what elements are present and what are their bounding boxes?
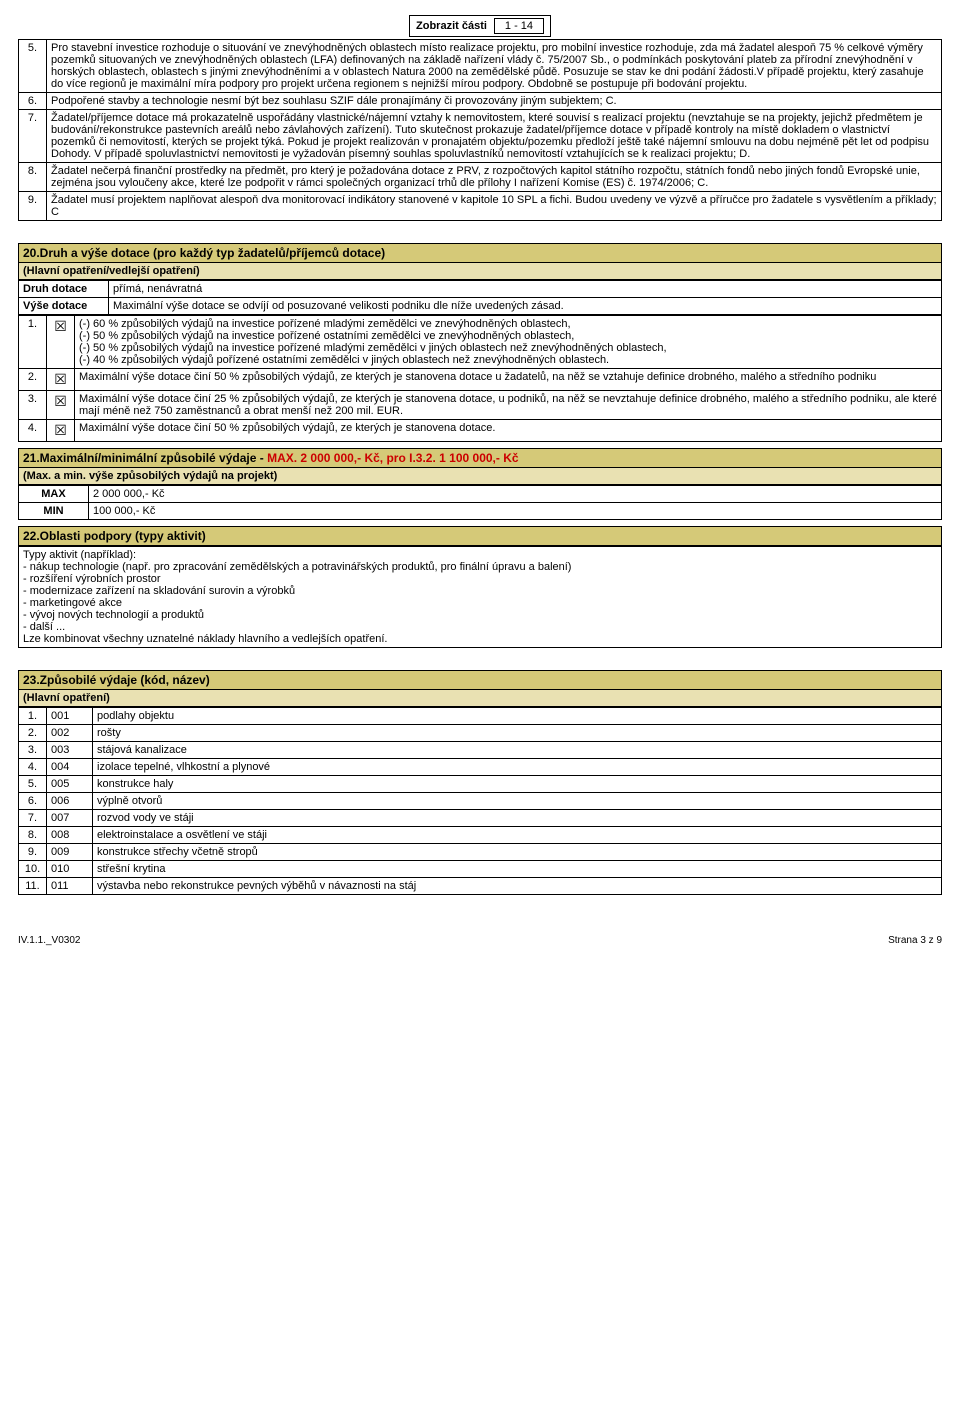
s23-text: rošty bbox=[93, 725, 942, 742]
s20-item-num: 2. bbox=[19, 369, 47, 391]
s20-item-num: 3. bbox=[19, 391, 47, 420]
section-22-body-table: Typy aktivit (například): - nákup techno… bbox=[18, 546, 942, 648]
s20-label: Druh dotace bbox=[19, 281, 109, 298]
footer-right: Strana 3 z 9 bbox=[888, 935, 942, 946]
section-20-top: Druh dotacepřímá, nenávratnáVýše dotaceM… bbox=[18, 280, 942, 315]
s23-text: výstavba nebo rekonstrukce pevných výběh… bbox=[93, 878, 942, 895]
s23-num: 7. bbox=[19, 810, 47, 827]
criteria-text: Žadatel musí projektem naplňovat alespoň… bbox=[47, 192, 942, 221]
section-23-subtitle: (Hlavní opatření) bbox=[18, 690, 942, 707]
s23-text: střešní krytina bbox=[93, 861, 942, 878]
show-parts-label: Zobrazit části bbox=[416, 20, 487, 32]
criteria-table: 5.Pro stavební investice rozhoduje o sit… bbox=[18, 39, 942, 221]
section-23-table: 1.001podlahy objektu 2.002rošty 3.003stájo… bbox=[18, 707, 942, 895]
section-21-table: MAX 2 000 000,- Kč MIN 100 000,- Kč bbox=[18, 485, 942, 520]
s23-code: 002 bbox=[47, 725, 93, 742]
page-footer: IV.1.1._V0302 Strana 3 z 9 bbox=[18, 935, 942, 946]
s23-num: 11. bbox=[19, 878, 47, 895]
s23-code: 004 bbox=[47, 759, 93, 776]
s20-item-text: Maximální výše dotace činí 25 % způsobil… bbox=[75, 391, 942, 420]
s23-code: 007 bbox=[47, 810, 93, 827]
s23-code: 001 bbox=[47, 708, 93, 725]
show-parts-value[interactable]: 1 - 14 bbox=[494, 18, 544, 34]
max-value: 2 000 000,- Kč bbox=[89, 486, 942, 503]
s20-item-checkbox[interactable]: ☒ bbox=[47, 316, 75, 369]
s23-num: 2. bbox=[19, 725, 47, 742]
s23-num: 4. bbox=[19, 759, 47, 776]
section-20-title: 20.Druh a výše dotace (pro každý typ žad… bbox=[18, 243, 942, 263]
s23-num: 9. bbox=[19, 844, 47, 861]
s23-text: izolace tepelné, vlhkostní a plynové bbox=[93, 759, 942, 776]
section-21-title-red: MAX. 2 000 000,- Kč, pro I.3.2. 1 100 00… bbox=[267, 451, 518, 465]
section-20-items: 1.☒(-) 60 % způsobilých výdajů na invest… bbox=[18, 315, 942, 442]
criteria-num: 7. bbox=[19, 110, 47, 163]
s23-text: elektroinstalace a osvětlení ve stáji bbox=[93, 827, 942, 844]
s23-num: 5. bbox=[19, 776, 47, 793]
criteria-num: 5. bbox=[19, 40, 47, 93]
section-22-body: Typy aktivit (například): - nákup techno… bbox=[19, 547, 942, 648]
section-21-title-pre: 21.Maximální/minimální způsobilé výdaje … bbox=[23, 451, 267, 465]
s23-text: stájová kanalizace bbox=[93, 742, 942, 759]
criteria-text: Žadatel/příjemce dotace má prokazatelně … bbox=[47, 110, 942, 163]
show-parts-box: Zobrazit části 1 - 14 bbox=[409, 15, 551, 37]
s23-code: 009 bbox=[47, 844, 93, 861]
section-22-title: 22.Oblasti podpory (typy aktivit) bbox=[18, 526, 942, 546]
s23-num: 10. bbox=[19, 861, 47, 878]
s20-item-text: (-) 60 % způsobilých výdajů na investice… bbox=[75, 316, 942, 369]
min-value: 100 000,- Kč bbox=[89, 503, 942, 520]
s23-code: 010 bbox=[47, 861, 93, 878]
s23-code: 006 bbox=[47, 793, 93, 810]
s23-code: 008 bbox=[47, 827, 93, 844]
section-21-subtitle: (Max. a min. výše způsobilých výdajů na … bbox=[18, 468, 942, 485]
s23-text: rozvod vody ve stáji bbox=[93, 810, 942, 827]
section-21-title: 21.Maximální/minimální způsobilé výdaje … bbox=[18, 448, 942, 468]
criteria-num: 9. bbox=[19, 192, 47, 221]
s23-num: 6. bbox=[19, 793, 47, 810]
s20-item-num: 1. bbox=[19, 316, 47, 369]
s20-text: Maximální výše dotace se odvíjí od posuz… bbox=[109, 298, 942, 315]
criteria-text: Podpořené stavby a technologie nesmí být… bbox=[47, 93, 942, 110]
s23-text: výplně otvorů bbox=[93, 793, 942, 810]
s23-num: 8. bbox=[19, 827, 47, 844]
s23-code: 005 bbox=[47, 776, 93, 793]
s23-text: podlahy objektu bbox=[93, 708, 942, 725]
s20-item-checkbox[interactable]: ☒ bbox=[47, 369, 75, 391]
s20-item-num: 4. bbox=[19, 420, 47, 442]
s23-num: 1. bbox=[19, 708, 47, 725]
s23-text: konstrukce střechy včetně stropů bbox=[93, 844, 942, 861]
criteria-text: Žadatel nečerpá finanční prostředky na p… bbox=[47, 163, 942, 192]
criteria-num: 6. bbox=[19, 93, 47, 110]
s20-label: Výše dotace bbox=[19, 298, 109, 315]
s23-code: 011 bbox=[47, 878, 93, 895]
min-label: MIN bbox=[19, 503, 89, 520]
s23-code: 003 bbox=[47, 742, 93, 759]
s20-item-text: Maximální výše dotace činí 50 % způsobil… bbox=[75, 420, 942, 442]
max-label: MAX bbox=[19, 486, 89, 503]
footer-left: IV.1.1._V0302 bbox=[18, 935, 80, 946]
s20-item-checkbox[interactable]: ☒ bbox=[47, 391, 75, 420]
section-23-title: 23.Způsobilé výdaje (kód, název) bbox=[18, 670, 942, 690]
s20-item-text: Maximální výše dotace činí 50 % způsobil… bbox=[75, 369, 942, 391]
criteria-text: Pro stavební investice rozhoduje o situo… bbox=[47, 40, 942, 93]
s20-item-checkbox[interactable]: ☒ bbox=[47, 420, 75, 442]
s23-num: 3. bbox=[19, 742, 47, 759]
s23-text: konstrukce haly bbox=[93, 776, 942, 793]
s20-text: přímá, nenávratná bbox=[109, 281, 942, 298]
criteria-num: 8. bbox=[19, 163, 47, 192]
section-20-subtitle: (Hlavní opatření/vedlejší opatření) bbox=[18, 263, 942, 280]
